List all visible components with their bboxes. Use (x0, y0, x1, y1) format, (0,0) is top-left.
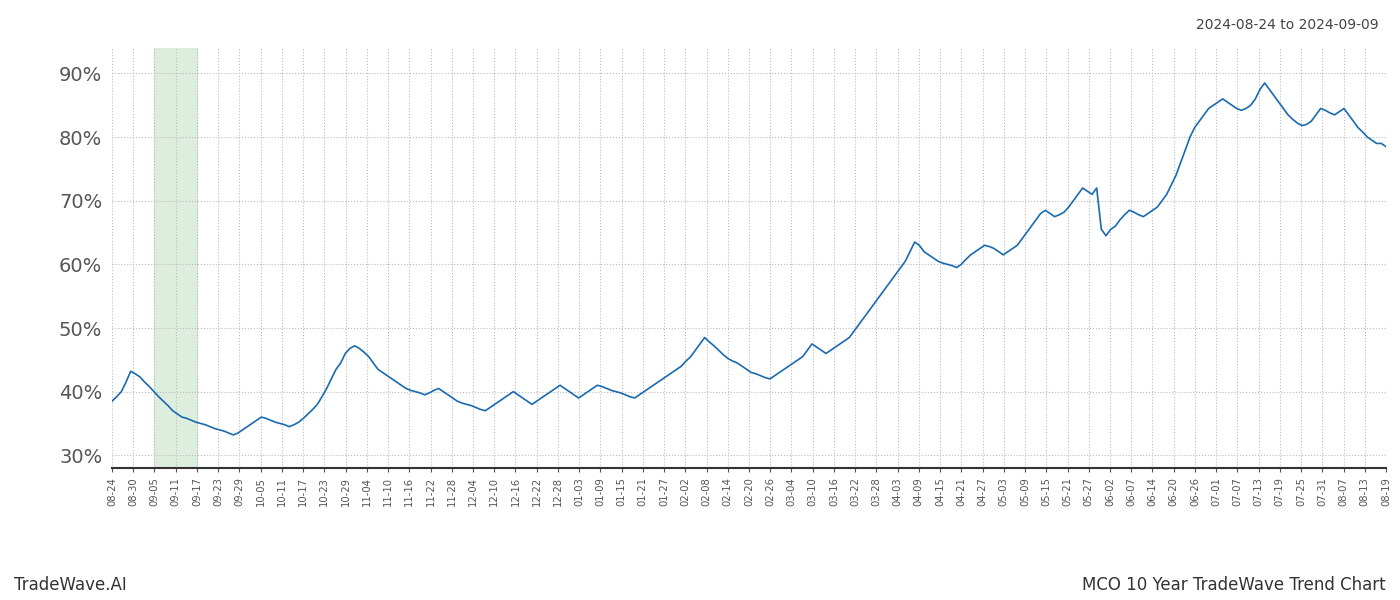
Text: 2024-08-24 to 2024-09-09: 2024-08-24 to 2024-09-09 (1197, 18, 1379, 32)
Bar (154, 48, 197, 468)
Text: MCO 10 Year TradeWave Trend Chart: MCO 10 Year TradeWave Trend Chart (1082, 576, 1386, 594)
Text: TradeWave.AI: TradeWave.AI (14, 576, 127, 594)
